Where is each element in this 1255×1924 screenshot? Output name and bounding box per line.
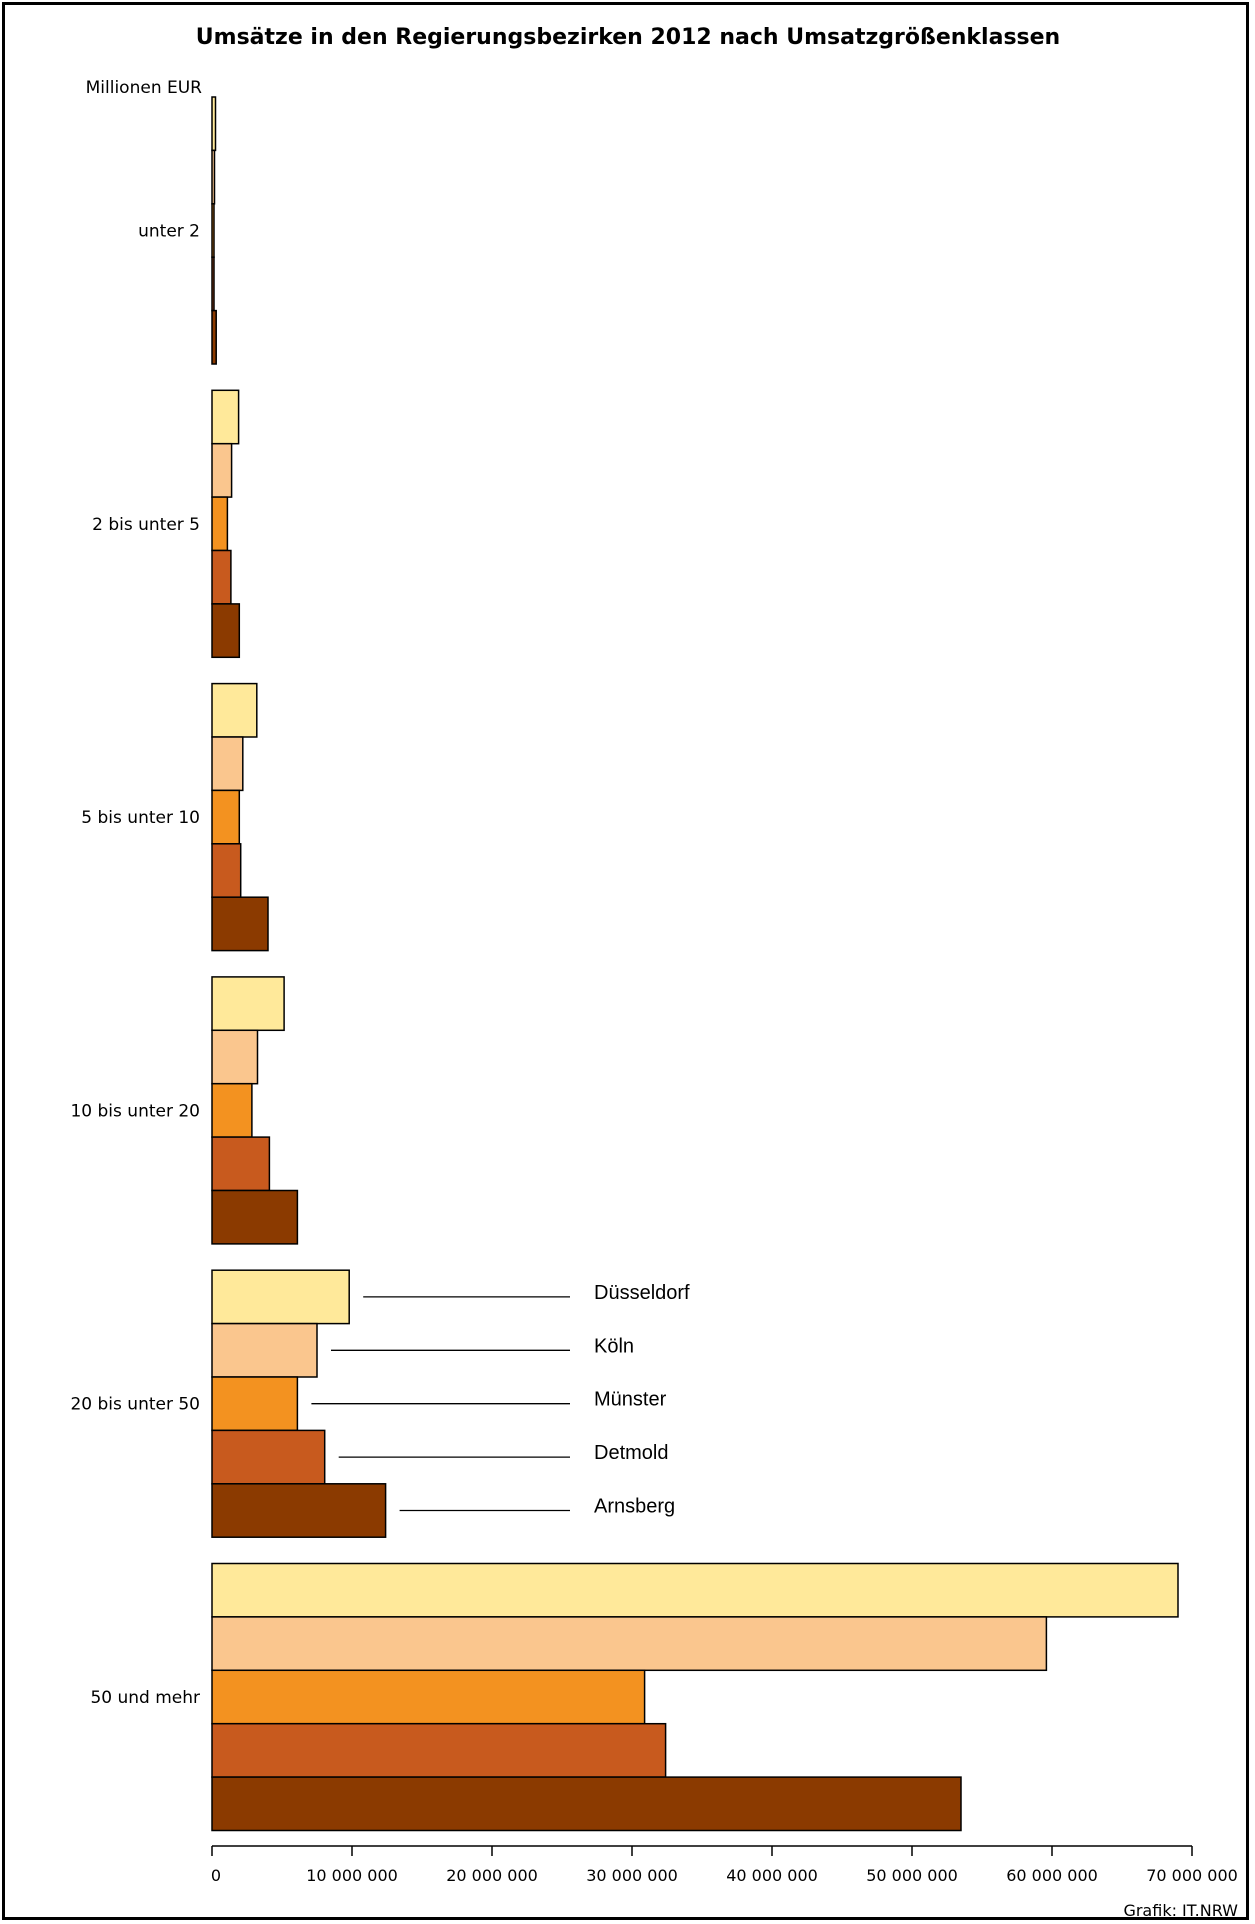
bar-kln-2 — [211, 442, 233, 498]
bar-arnsberg-1 — [211, 309, 217, 365]
x-tick-label: 10 000 000 — [306, 1866, 398, 1885]
category-label: 10 bis unter 20 — [70, 1101, 200, 1121]
bar-kln-3 — [211, 736, 244, 792]
legend-label-dsseldorf: Düsseldorf — [594, 1282, 690, 1304]
bar-arnsberg-6 — [211, 1776, 962, 1832]
x-tick-label: 40 000 000 — [726, 1866, 818, 1885]
bar-mnster-5 — [211, 1376, 299, 1432]
bar-mnster-3 — [211, 789, 241, 845]
x-tick-label: 0 — [211, 1866, 221, 1885]
bar-dsseldorf-1 — [211, 96, 217, 152]
source-credit: Grafik: IT.NRW — [1123, 1901, 1238, 1920]
bar-kln-5 — [211, 1322, 318, 1378]
bar-detmold-4 — [211, 1136, 271, 1192]
category-label: 5 bis unter 10 — [81, 808, 200, 828]
bar-arnsberg-3 — [211, 896, 269, 952]
x-tick-label: 50 000 000 — [866, 1866, 958, 1885]
unit-label: Millionen EUR — [86, 78, 203, 98]
legend: Düsseldorf Köln Münster Detmold Arnsberg — [311, 1282, 690, 1518]
bar-mnster-1 — [211, 203, 215, 258]
bar-dsseldorf-6 — [211, 1562, 1179, 1618]
bar-kln-6 — [211, 1616, 1048, 1672]
x-tick-label: 20 000 000 — [446, 1866, 538, 1885]
bar-kln-4 — [211, 1029, 259, 1085]
bar-detmold-1 — [211, 256, 215, 312]
bar-mnster-4 — [211, 1082, 253, 1138]
bar-kln-1 — [211, 149, 216, 205]
category-label: 20 bis unter 50 — [70, 1395, 200, 1415]
category-label: 50 und mehr — [90, 1688, 200, 1708]
bar-mnster-2 — [211, 496, 229, 552]
bar-detmold-3 — [211, 843, 242, 898]
x-tick-label: 60 000 000 — [1006, 1866, 1098, 1885]
bar-dsseldorf-3 — [211, 682, 258, 738]
category-label: unter 2 — [138, 222, 200, 242]
x-axis: 0 10 000 000 20 000 000 30 000 000 40 000 00… — [211, 1845, 1238, 1885]
bar-arnsberg-4 — [211, 1189, 299, 1245]
x-tick-label: 70 000 000 — [1146, 1866, 1238, 1885]
bar-detmold-5 — [211, 1429, 326, 1485]
bars-layer — [211, 96, 1179, 1832]
bar-arnsberg-2 — [211, 603, 241, 659]
bar-mnster-6 — [211, 1669, 646, 1725]
chart-title: Umsätze in den Regierungsbezirken 2012 n… — [196, 25, 1060, 50]
category-label: 2 bis unter 5 — [92, 515, 200, 535]
legend-label-mnster: Münster — [594, 1389, 667, 1411]
bar-detmold-6 — [211, 1722, 667, 1778]
category-labels: unter 2 2 bis unter 5 5 bis unter 10 10 bis… — [70, 222, 200, 1709]
bar-detmold-2 — [211, 549, 232, 605]
bar-dsseldorf-2 — [211, 389, 240, 445]
legend-label-arnsberg: Arnsberg — [594, 1496, 675, 1518]
legend-label-detmold: Detmold — [594, 1442, 668, 1464]
bar-arnsberg-5 — [211, 1483, 387, 1538]
x-tick-label: 30 000 000 — [586, 1866, 678, 1885]
bar-dsseldorf-5 — [211, 1269, 350, 1325]
bar-dsseldorf-4 — [211, 976, 285, 1032]
legend-label-kln: Köln — [594, 1335, 634, 1357]
